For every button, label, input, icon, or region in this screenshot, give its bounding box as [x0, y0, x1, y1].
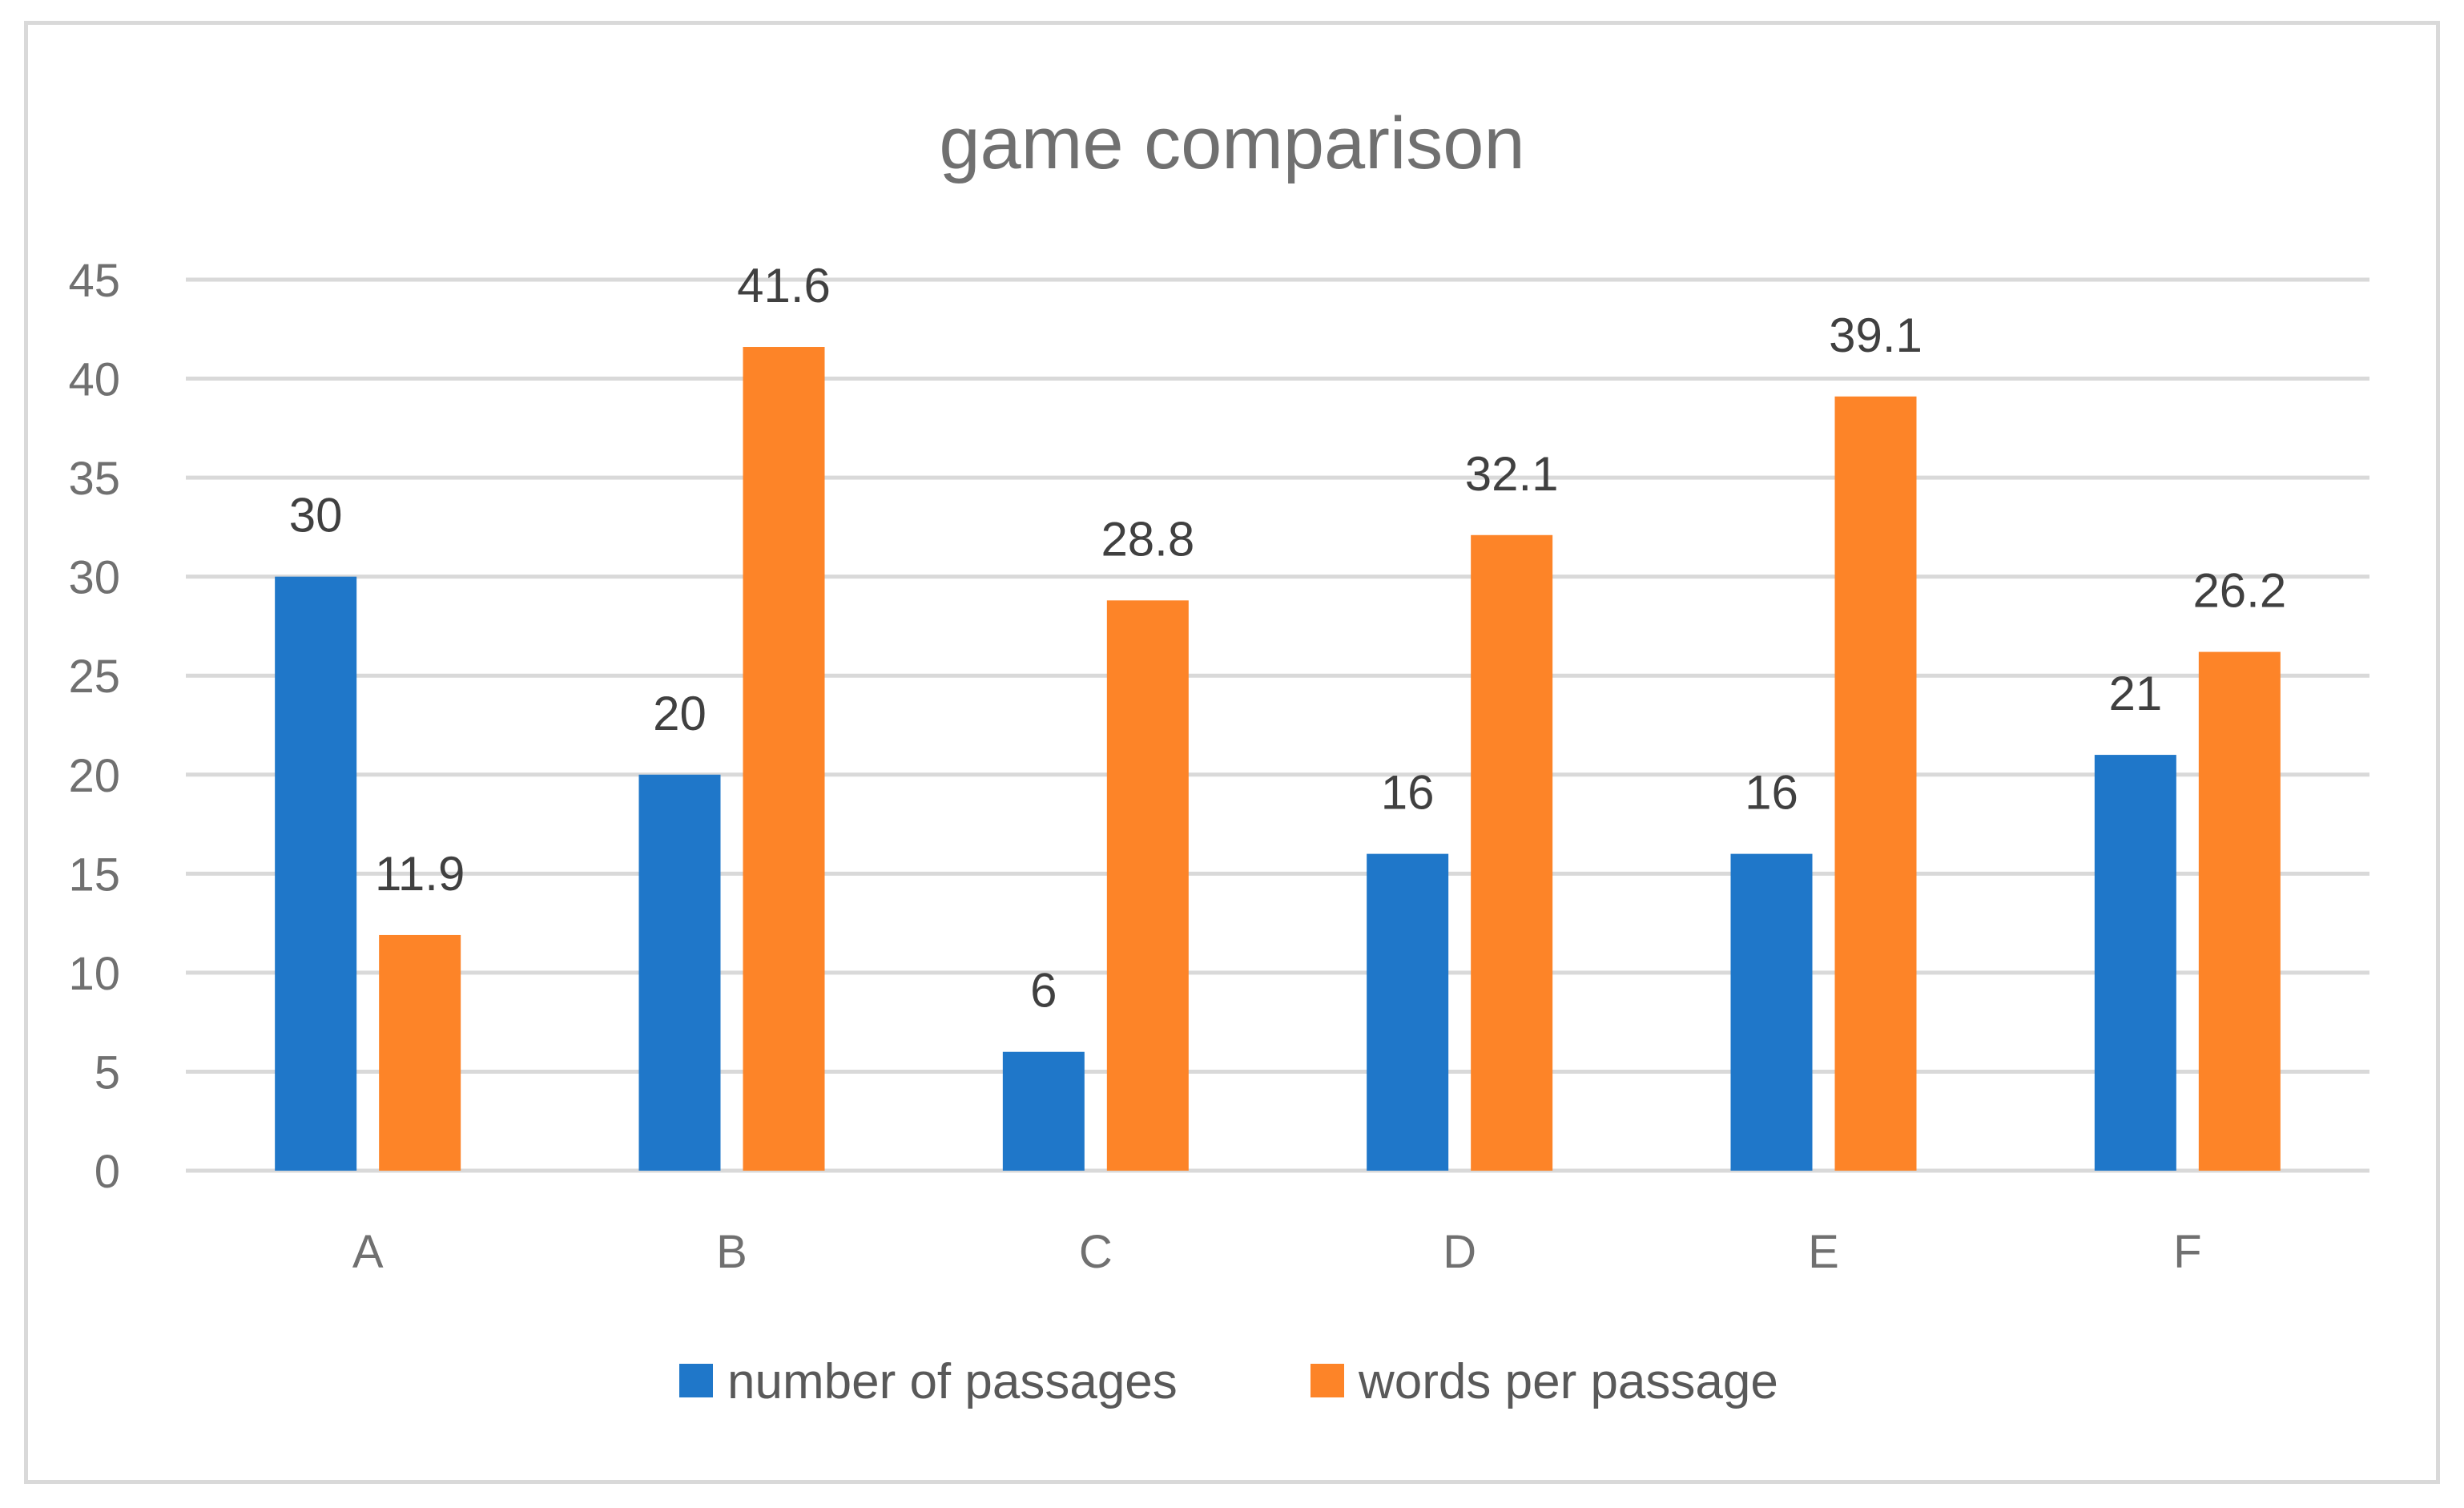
bar-words-E: [1834, 396, 1917, 1171]
bars: [275, 347, 2281, 1171]
bar-passages-B: [638, 774, 721, 1171]
bar-passages-A: [275, 576, 357, 1171]
x-tick-label: F: [2173, 1226, 2201, 1278]
data-label: 6: [1030, 964, 1057, 1018]
x-tick-label: A: [352, 1226, 384, 1278]
data-label: 16: [1381, 766, 1435, 820]
x-axis-ticks: A B C D E F: [352, 1226, 2202, 1278]
data-label: 30: [289, 489, 343, 542]
data-label: 20: [653, 687, 707, 740]
gridlines: [186, 277, 2369, 1173]
data-label: 11.9: [375, 847, 465, 901]
data-label: 21: [2108, 667, 2162, 720]
y-tick-label: 35: [68, 453, 120, 505]
data-label: 28.8: [1101, 512, 1194, 566]
y-axis-ticks: 0 5 10 15 20 25 30 35 40 45: [68, 255, 120, 1198]
data-label: 41.6: [737, 259, 831, 312]
x-tick-label: C: [1079, 1226, 1113, 1278]
y-tick-label: 10: [68, 948, 120, 1000]
y-tick-label: 5: [95, 1046, 120, 1099]
bar-passages-C: [1002, 1051, 1085, 1171]
x-tick-label: D: [1443, 1226, 1476, 1278]
bar-words-C: [1106, 600, 1189, 1171]
y-tick-label: 30: [68, 552, 120, 604]
x-tick-label: B: [716, 1226, 747, 1278]
bar-passages-D: [1367, 853, 1449, 1171]
legend-swatch: [1311, 1364, 1344, 1397]
legend-label: number of passages: [727, 1354, 1178, 1409]
x-tick-label: E: [1808, 1226, 1839, 1278]
bar-words-F: [2198, 651, 2281, 1171]
bar-words-B: [743, 347, 825, 1171]
y-tick-label: 25: [68, 651, 120, 703]
legend-label: words per passage: [1358, 1354, 1778, 1409]
bar-words-A: [379, 934, 461, 1171]
y-tick-label: 15: [68, 849, 120, 901]
data-label: 39.1: [1829, 308, 1922, 362]
bar-words-D: [1471, 534, 1553, 1171]
data-label: 32.1: [1465, 447, 1559, 501]
bar-passages-F: [2094, 755, 2176, 1171]
legend-swatch: [679, 1364, 713, 1397]
data-labels: 30 11.9 20 41.6 6 28.8 16 32.1 16 39.1 21 26.2: [289, 259, 2286, 1018]
y-tick-label: 0: [95, 1146, 120, 1198]
data-label: 16: [1745, 766, 1798, 820]
bar-passages-E: [1730, 853, 1813, 1171]
y-tick-label: 40: [68, 354, 120, 406]
legend: number of passages words per passage: [679, 1354, 1778, 1409]
y-tick-label: 20: [68, 750, 120, 802]
chart-title: game comparison: [939, 103, 1524, 184]
chart-frame: [24, 21, 2440, 1484]
y-tick-label: 45: [68, 255, 120, 307]
data-label: 26.2: [2192, 564, 2286, 618]
